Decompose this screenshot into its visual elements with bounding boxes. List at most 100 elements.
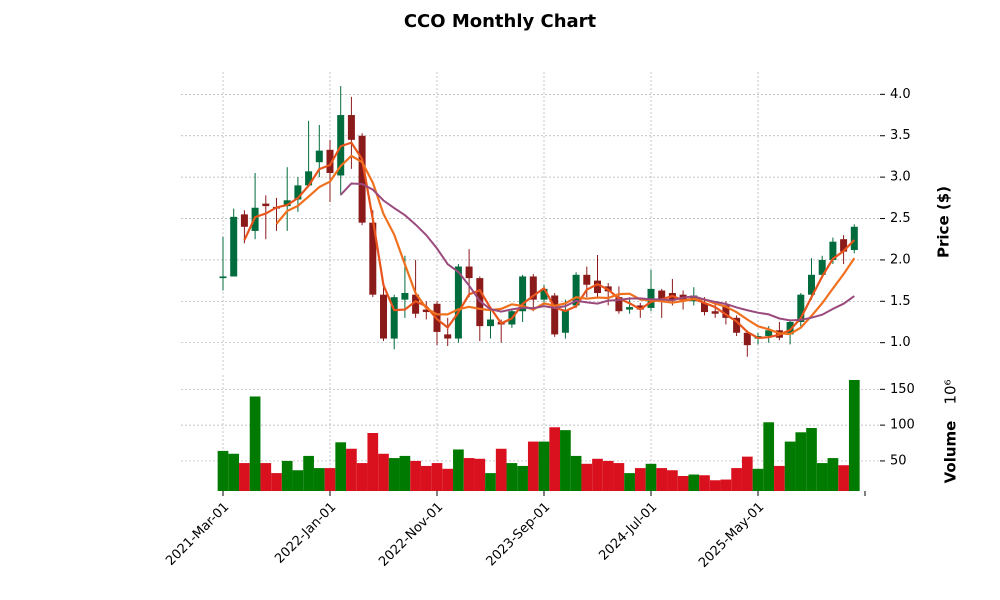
candle-body [572,274,580,306]
x-tick-label: 2025-May-01 [696,500,767,571]
candle-body [454,266,462,339]
volume-bar [506,463,518,491]
volume-bar [667,470,678,491]
volume-bar [463,458,475,491]
volume-bar [442,468,454,491]
candle-body [626,307,634,310]
volume-bar [677,475,689,491]
candle-body [219,276,227,279]
volume-bar [356,463,368,491]
volume-bar [303,455,314,491]
volume-bar [570,455,582,491]
candle-body [615,297,623,312]
volume-bar [838,465,849,491]
y-tick-label: 4.0 [890,87,911,102]
volume-bar [784,441,796,491]
volume-bar [335,442,347,491]
candle-body [390,297,398,339]
candle-body [262,203,270,207]
y-tick-label: 1.5 [890,294,911,309]
x-tick-label: 2022-Jan-01 [272,500,339,567]
volume-bar [774,465,785,491]
volume-bar [848,380,860,491]
candle-body [347,115,355,140]
volume-bar [399,455,411,491]
volume-bar [281,460,293,491]
volume-bar [474,458,486,491]
volume-bar [731,468,742,491]
candle-body [636,305,644,310]
y-axis-label: Price ($) [935,186,953,258]
y-tick-label: 3.0 [890,170,911,185]
candle-body [305,171,313,186]
candle-body [765,330,773,337]
candle-body [326,149,334,173]
volume-bar [827,458,839,491]
candle-body [294,185,302,200]
candle-body [422,309,430,313]
candle-body [240,214,248,227]
candle-body [230,216,238,277]
moving-average [339,182,855,322]
candle-body [786,321,794,335]
volume-bar [806,427,817,491]
volume-tick-label: 150 [890,382,915,397]
volume-bar [752,468,764,491]
volume-axis-label: Volume [942,421,960,484]
x-tick-label: 2022-Nov-01 [376,500,446,570]
candle-body [401,293,409,300]
volume-bar [592,458,603,491]
volume-bar [485,473,496,491]
volume-bar [313,468,325,491]
candle-body [487,319,494,327]
volume-bar [324,468,336,491]
y-tick-label: 1.0 [890,335,911,350]
volume-bar [795,432,807,491]
volume-bar [560,430,571,491]
candle-body [380,294,387,339]
volume-bar [367,433,379,491]
volume-bar [549,427,561,491]
x-tick-label: 2021-Mar-01 [163,500,232,569]
candle-body [808,274,815,295]
volume-bar [634,468,646,491]
candle-body [829,241,837,260]
volume-bar [581,463,593,491]
candle-body [519,276,527,312]
candle-body [818,259,826,275]
volume-tick-label: 100 [890,418,915,433]
candle-body [701,302,708,313]
candle-body [444,334,452,339]
volume-offset: 10⁶ [942,379,960,404]
volume-bar [249,396,261,491]
candle-body [551,295,559,335]
candle-body [743,332,751,346]
volume-bar [292,470,304,491]
volume-bar [527,441,539,491]
volume-bar [517,465,528,491]
candle-body [412,294,420,314]
candle-body [733,317,741,333]
moving-average [275,154,856,336]
volume-bar [602,460,614,491]
volume-bar [388,458,400,491]
volume-bar [816,463,828,491]
candle-body [465,266,473,279]
volume-bar [217,450,229,491]
volume-bar [410,460,421,491]
candle-body [850,226,858,250]
volume-bar [656,468,668,491]
candle-body [840,239,848,252]
candle-body [529,276,537,300]
candle-body [540,288,548,300]
y-tick-label: 2.5 [890,211,911,226]
volume-bar [271,473,282,491]
volume-bar [709,480,721,491]
volume-bar [378,453,389,491]
volume-bar [453,449,464,491]
volume-bar [763,422,775,491]
volume-bar [645,463,657,491]
volume-bar [228,453,240,491]
candle-body [315,150,323,163]
